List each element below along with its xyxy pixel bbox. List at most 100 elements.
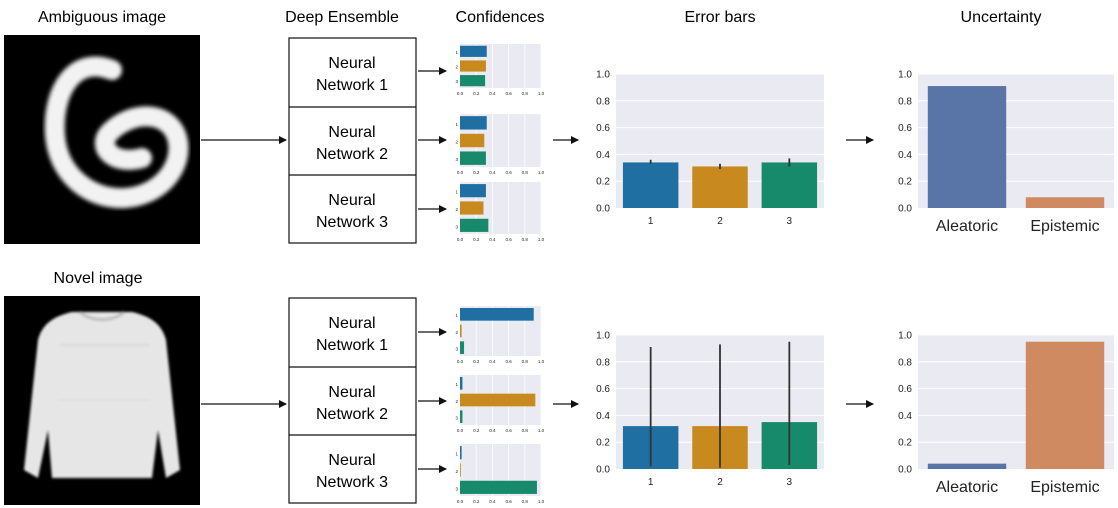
confidence-tick-label: 0.0: [457, 359, 464, 364]
network-top-3-line1: Neural: [328, 192, 375, 209]
confidence-bar-class-1: [460, 446, 462, 460]
header-error-bars: Error bars: [684, 9, 755, 26]
errorbar-x-tick: 2: [717, 216, 723, 227]
uncertainty-y-tick: 0.6: [898, 384, 912, 395]
confidence-tick-label: 1.0: [538, 499, 545, 504]
uncertainty-y-tick: 0.6: [898, 123, 912, 134]
confidence-tick-label: 0.4: [489, 170, 496, 175]
network-bottom-3-line1: Neural: [328, 452, 375, 469]
confidence-class-label: 2: [455, 140, 458, 145]
network-top-3-line2: Network 3: [316, 214, 388, 231]
confidence-tick-label: 1.0: [538, 428, 545, 433]
errorbar-y-tick: 0.8: [596, 357, 610, 368]
network-top-2-line2: Network 2: [316, 146, 388, 163]
errorbar-y-tick: 0.4: [596, 150, 610, 161]
header-ambiguous: Ambiguous image: [38, 9, 166, 26]
uncertainty-y-tick: 0.4: [898, 411, 912, 422]
confidence-bar-class-2: [460, 201, 484, 215]
uncertainty-x-label-aleatoric: Aleatoric: [936, 218, 998, 235]
confidence-tick-label: 1.0: [538, 237, 545, 242]
confidence-tick-label: 0.8: [522, 359, 529, 364]
confidence-class-label: 2: [455, 330, 458, 335]
confidence-tick-label: 0.8: [522, 91, 529, 96]
confidence-bar-class-3: [460, 480, 537, 494]
confidence-tick-label: 0.8: [522, 428, 529, 433]
network-bottom-2-line2: Network 2: [316, 406, 388, 423]
errorbar-x-tick: 3: [787, 477, 793, 488]
network-to-confidence-arrows: [418, 67, 447, 473]
confidence-tick-label: 0.6: [505, 170, 512, 175]
uncertainty-bar-aleatoric: [927, 463, 1007, 469]
network-top-1-line1: Neural: [328, 55, 375, 72]
confidence-class-label: 3: [455, 157, 458, 162]
confidence-class-label: 2: [455, 469, 458, 474]
errorbar-y-tick: 0.8: [596, 96, 610, 107]
confidence-chart-bottom-confidences-3: 1 2 3 0.0 0.2 0.4 0.6 0.8 1.0: [455, 444, 545, 504]
confidence-bar-class-3: [460, 410, 463, 423]
confidence-class-label: 1: [455, 122, 458, 127]
errorbar-y-tick: 0.6: [596, 384, 610, 395]
confidence-tick-label: 0.0: [457, 170, 464, 175]
confidence-bar-class-3: [460, 75, 486, 87]
uncertainty-y-tick: 0.0: [898, 465, 912, 476]
uncertainty-y-tick: 0.2: [898, 438, 912, 449]
confidence-class-label: 3: [455, 79, 458, 84]
confidence-class-label: 3: [455, 486, 458, 491]
errorbar-x-tick: 1: [648, 216, 654, 227]
confidence-tick-label: 1.0: [538, 170, 545, 175]
confidence-bar-class-1: [460, 45, 487, 57]
confidence-tick-label: 0.6: [505, 428, 512, 433]
confidence-tick-label: 0.2: [473, 91, 480, 96]
ensemble-bottom: Neural Network 1 Neural Network 2 Neural…: [288, 297, 417, 504]
confidence-bar-class-2: [460, 393, 536, 407]
errorbar-x-tick: 1: [648, 477, 654, 488]
errorbar-y-tick: 0.2: [596, 438, 610, 449]
confidence-tick-label: 0.2: [473, 428, 480, 433]
uncertainty-y-tick: 1.0: [898, 331, 912, 342]
uncertainty-chart-top-uncertainty: 0.0 0.2 0.4 0.6 0.8 1.0 Aleatoric Epistemic: [898, 70, 1114, 235]
confidence-bar-class-2: [460, 60, 486, 72]
confidence-chart-top-confidences-1: 1 2 3 0.0 0.2 0.4 0.6 0.8 1.0: [455, 44, 545, 96]
confidence-tick-label: 0.4: [489, 428, 496, 433]
errorbar-bar-class-3: [761, 162, 818, 208]
errorbar-y-tick: 0.4: [596, 411, 610, 422]
errorbar-y-tick: 0.0: [596, 465, 610, 476]
error-bar-chart-bottom-error-bars: 0.0 0.2 0.4 0.6 0.8 1.0 1 2 3: [596, 331, 824, 488]
confidence-class-label: 2: [455, 399, 458, 404]
network-bottom-2-line1: Neural: [328, 384, 375, 401]
confidence-tick-label: 0.4: [489, 91, 496, 96]
network-top-2-line1: Neural: [328, 124, 375, 141]
confidence-tick-label: 0.0: [457, 499, 464, 504]
uncertainty-y-tick: 0.8: [898, 96, 912, 107]
confidence-class-label: 3: [455, 347, 458, 352]
network-bottom-1-line2: Network 1: [316, 337, 388, 354]
errorbar-y-tick: 0.6: [596, 123, 610, 134]
confidence-chart-bottom-confidences-1: 1 2 3 0.0 0.2 0.4 0.6 0.8 1.0: [455, 306, 545, 364]
confidence-tick-label: 0.2: [473, 499, 480, 504]
errorbar-bar-class-2: [692, 166, 748, 208]
confidence-chart-top-confidences-3: 1 2 3 0.0 0.2 0.4 0.6 0.8 1.0: [455, 182, 545, 242]
confidence-class-label: 1: [455, 50, 458, 55]
confidence-class-label: 3: [455, 416, 458, 421]
uncertainty-chart-bottom-uncertainty: 0.0 0.2 0.4 0.6 0.8 1.0 Aleatoric Epistemic: [898, 331, 1114, 496]
errorbar-bar-class-1: [622, 162, 679, 208]
network-top-1-line2: Network 1: [316, 77, 388, 94]
confidence-bar-class-2: [460, 133, 485, 148]
uncertainty-x-label-epistemic: Epistemic: [1030, 218, 1099, 235]
confidence-bar-class-2: [460, 324, 462, 338]
uncertainty-y-tick: 0.4: [898, 150, 912, 161]
header-uncertainty: Uncertainty: [961, 9, 1042, 26]
uncertainty-bar-epistemic: [1025, 197, 1105, 208]
uncertainty-bar-aleatoric: [927, 86, 1007, 208]
confidence-bar-class-1: [460, 184, 486, 198]
confidence-tick-label: 0.0: [457, 428, 464, 433]
errorbar-y-tick: 1.0: [596, 70, 610, 81]
ensemble-top: Neural Network 1 Neural Network 2 Neural…: [288, 37, 417, 244]
network-bottom-1-line1: Neural: [328, 315, 375, 332]
errorbar-y-tick: 0.0: [596, 204, 610, 215]
header-ensemble: Deep Ensemble: [285, 9, 399, 26]
confidence-bar-class-1: [460, 377, 463, 390]
confidence-bar-class-2: [460, 463, 461, 477]
